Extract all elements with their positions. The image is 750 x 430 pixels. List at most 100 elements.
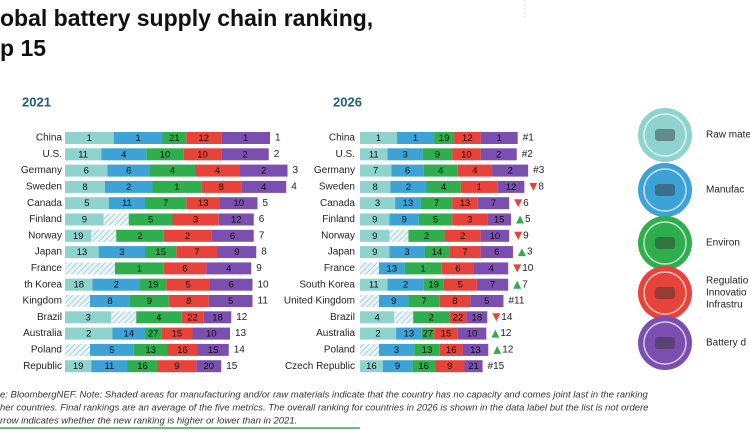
row-label: United Kingdom bbox=[284, 296, 355, 307]
overall-rank: #3 bbox=[533, 165, 545, 176]
segment-label: 18 bbox=[212, 312, 223, 323]
bar-segment bbox=[65, 311, 112, 324]
segment-label: 1 bbox=[87, 133, 92, 144]
segment-label: 4 bbox=[261, 182, 266, 193]
row-label: Norway bbox=[321, 230, 355, 241]
segment-label: 14 bbox=[432, 247, 443, 258]
row-label: U.S. bbox=[43, 149, 62, 160]
bar-segment bbox=[65, 197, 109, 210]
bar-segment bbox=[444, 229, 481, 242]
segment-label: 13 bbox=[460, 198, 471, 209]
bar-segment bbox=[408, 229, 445, 242]
row-label: Japan bbox=[35, 247, 62, 258]
bar-segment bbox=[408, 295, 440, 307]
segment-label: 2 bbox=[185, 231, 190, 242]
bar-segment bbox=[65, 164, 108, 177]
segment-label: 2 bbox=[242, 149, 247, 160]
row-label: Sweden bbox=[319, 182, 355, 193]
segment-label: 15 bbox=[172, 329, 183, 340]
bar-segment bbox=[130, 295, 169, 307]
segment-label: 6 bbox=[229, 280, 234, 291]
segment-label: 3 bbox=[375, 198, 380, 209]
segment-label: 22 bbox=[453, 312, 464, 323]
bar-segment bbox=[65, 327, 113, 340]
bar-segment bbox=[101, 148, 147, 161]
bar-segment bbox=[360, 197, 396, 210]
no-capacity-segment bbox=[394, 311, 414, 324]
segment-label: 12 bbox=[462, 133, 473, 144]
bar-segment bbox=[65, 360, 92, 373]
no-capacity-segment bbox=[65, 295, 90, 307]
bar-segment bbox=[423, 164, 458, 177]
bar-segment bbox=[439, 295, 471, 307]
down-arrow bbox=[513, 264, 522, 273]
bar-segment bbox=[172, 213, 219, 226]
bar-segment bbox=[115, 262, 164, 275]
bar-segment bbox=[150, 164, 195, 177]
bar-segment bbox=[186, 197, 220, 210]
bar-segment bbox=[379, 295, 409, 307]
title: p 15 bbox=[0, 35, 46, 61]
segment-label: 4 bbox=[170, 166, 175, 177]
segment-label: 2 bbox=[424, 231, 429, 242]
row-label: Finland bbox=[322, 214, 355, 225]
segment-label: 19 bbox=[148, 280, 159, 291]
overall-rank: 14 bbox=[501, 312, 513, 323]
segment-label: 2 bbox=[460, 231, 465, 242]
segment-label: 20 bbox=[203, 361, 214, 372]
overall-rank: 6 bbox=[523, 198, 529, 209]
segment-label: 15 bbox=[208, 345, 219, 356]
segment-label: 3 bbox=[402, 149, 407, 160]
up-arrow bbox=[513, 280, 522, 289]
row-label: Sweden bbox=[26, 182, 62, 193]
bar-segment bbox=[360, 229, 390, 242]
segment-label: 11 bbox=[122, 198, 132, 209]
bar-segment bbox=[360, 148, 388, 161]
segment-label: 10 bbox=[461, 149, 472, 160]
bar-segment bbox=[208, 295, 253, 307]
segment-label: 13 bbox=[403, 198, 414, 209]
segment-label: 11 bbox=[369, 280, 379, 291]
segment-label: 2 bbox=[261, 166, 266, 177]
segment-label: 13 bbox=[470, 345, 481, 356]
row-label: Japan bbox=[328, 247, 355, 258]
legend-icon bbox=[638, 216, 692, 270]
bar-segment bbox=[441, 262, 474, 275]
bar-segment bbox=[221, 132, 270, 144]
overall-rank: 5 bbox=[525, 214, 531, 225]
segment-label: 1 bbox=[421, 263, 426, 274]
row-label: China bbox=[329, 133, 356, 144]
segment-label: 2 bbox=[429, 312, 434, 323]
legend-icon-ring bbox=[643, 321, 687, 365]
segment-label: 10 bbox=[160, 149, 171, 160]
bar-segment bbox=[423, 278, 444, 291]
segment-label: 9 bbox=[82, 215, 87, 226]
segment-label: 11 bbox=[369, 149, 379, 160]
segment-label: 4 bbox=[441, 182, 446, 193]
segment-label: 15 bbox=[441, 329, 452, 340]
segment-label: 2 bbox=[375, 329, 380, 340]
bar-segment bbox=[391, 164, 424, 177]
overall-rank: 14 bbox=[234, 345, 246, 356]
overall-rank: 3 bbox=[293, 165, 299, 176]
legend-icon-ring bbox=[643, 113, 687, 157]
bar-segment bbox=[218, 213, 254, 226]
bar-segment bbox=[452, 148, 481, 161]
segment-label: 2 bbox=[496, 149, 501, 160]
segment-label: 9 bbox=[447, 361, 452, 372]
segment-label: 4 bbox=[156, 312, 161, 323]
bar-segment bbox=[439, 343, 463, 356]
segment-label: 27 bbox=[148, 329, 159, 340]
overall-rank: 13 bbox=[235, 328, 247, 339]
segment-label: 13 bbox=[198, 198, 209, 209]
bar-segment bbox=[360, 213, 390, 226]
bar-segment bbox=[161, 327, 193, 340]
bar-segment bbox=[241, 180, 287, 193]
segment-label: 11 bbox=[104, 361, 114, 372]
bar-segment bbox=[452, 197, 478, 210]
panel-title: 2021 bbox=[22, 94, 51, 109]
bar-segment bbox=[457, 164, 493, 177]
legend-icon-glyph bbox=[655, 287, 675, 299]
segment-label: 5 bbox=[433, 215, 438, 226]
segment-label: 7 bbox=[421, 296, 426, 307]
